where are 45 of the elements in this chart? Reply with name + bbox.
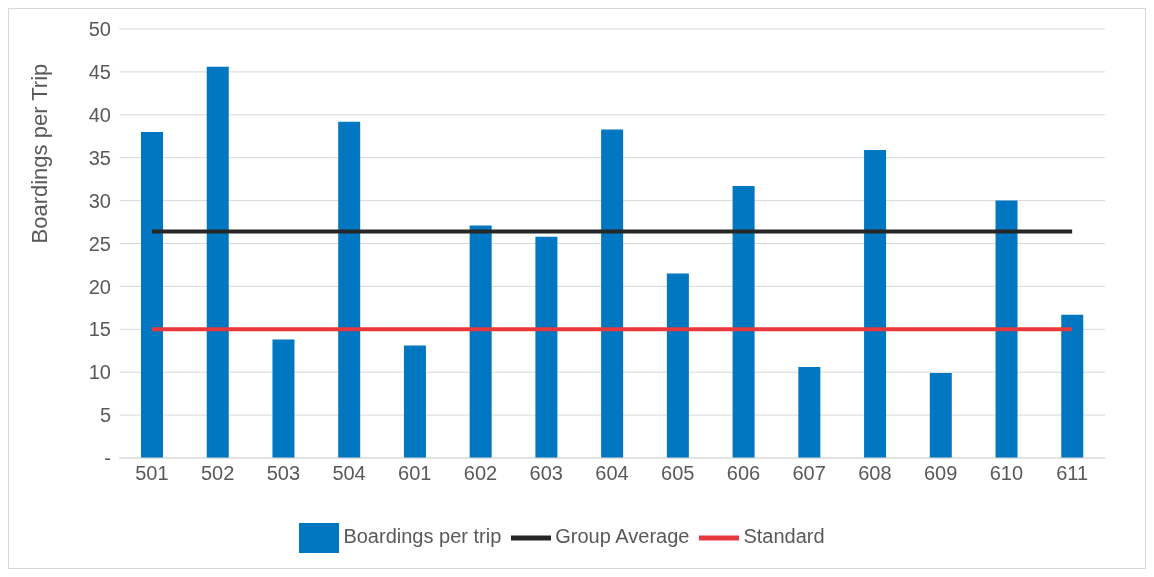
y-tick-label: 5: [99, 404, 111, 427]
x-tick-label: 610: [989, 462, 1024, 485]
bar: [666, 273, 689, 458]
y-tick-label: 45: [88, 61, 111, 83]
bar: [929, 373, 952, 458]
x-tick-label: 601: [398, 462, 432, 485]
x-tick-label: 609: [923, 462, 958, 485]
x-tick-label: 608: [858, 462, 892, 485]
x-tick-label: 603: [529, 462, 563, 485]
bar: [995, 200, 1018, 458]
y-tick-label: 50: [88, 18, 111, 41]
y-tick-label: -: [104, 447, 111, 470]
y-axis-title: Boardings per Trip: [26, 63, 52, 244]
y-tick-label: 35: [88, 146, 111, 169]
y-tick-label: 15: [88, 318, 111, 341]
x-tick-label: 502: [200, 462, 235, 485]
bar: [864, 149, 887, 458]
y-tick-label: 10: [88, 361, 111, 384]
bar: [1061, 314, 1084, 458]
legend-label: Group Average: [555, 525, 690, 548]
legend-label: Standard: [743, 525, 825, 548]
bar: [403, 345, 426, 458]
bar: [601, 129, 624, 458]
y-tick-label: 40: [88, 103, 111, 126]
bar: [535, 236, 558, 458]
x-tick-label: 504: [332, 462, 366, 485]
bar: [732, 186, 755, 458]
x-tick-label: 606: [726, 462, 761, 485]
y-tick-label: 30: [88, 189, 111, 212]
x-tick-label: 503: [266, 462, 301, 485]
bar: [338, 121, 361, 458]
x-tick-label: 501: [135, 462, 169, 485]
bar: [206, 66, 229, 458]
x-tick-label: 604: [595, 462, 629, 485]
x-tick-label: 611: [1056, 462, 1089, 485]
x-tick-label: 602: [463, 462, 498, 485]
bar: [798, 367, 821, 458]
bar: [272, 339, 295, 458]
y-tick-label: 25: [88, 232, 111, 255]
x-tick-label: 605: [661, 462, 695, 485]
legend-label: Boardings per trip: [343, 525, 502, 548]
bar: [141, 131, 163, 458]
bar: [469, 225, 492, 458]
y-tick-label: 20: [88, 275, 111, 298]
x-tick-label: 607: [792, 462, 826, 485]
